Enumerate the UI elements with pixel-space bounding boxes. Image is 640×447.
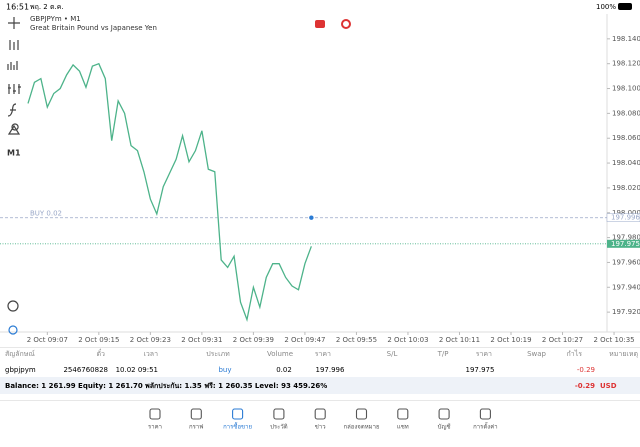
indicators-tool[interactable]	[8, 84, 21, 94]
column-header: S/L	[387, 350, 398, 358]
column-header: หมายเหตุ	[609, 350, 638, 358]
x-tick-label: 2 Oct 09:07	[27, 336, 68, 344]
y-tick-label: 198.040	[612, 159, 640, 167]
nav-label[interactable]: การซื้อขาย	[223, 421, 252, 431]
y-tick-label: 198.140	[612, 35, 640, 43]
nav-label[interactable]: การตั้งค่า	[473, 421, 497, 431]
column-header: ประเภท	[206, 350, 230, 358]
row-cell[interactable]: -0.29	[577, 366, 595, 374]
objects-tool[interactable]	[7, 123, 21, 135]
nav-icon[interactable]	[149, 408, 161, 420]
column-header: ราคา	[476, 350, 492, 358]
y-tick-label: 197.960	[612, 258, 640, 266]
nav-icon[interactable]	[232, 408, 244, 420]
column-header: T/P	[437, 350, 449, 358]
function-tool[interactable]	[7, 103, 17, 117]
row-cell[interactable]: 197.975	[466, 366, 495, 374]
date: พฤ. 2 ต.ค.	[30, 3, 64, 11]
trade-tool[interactable]	[8, 325, 18, 335]
y-tick-label: 198.000	[612, 209, 640, 217]
toolbar	[7, 17, 21, 335]
nav-label[interactable]: แชท	[397, 424, 409, 431]
nav-icon[interactable]	[397, 408, 409, 420]
nav-label[interactable]: ประวัติ	[270, 424, 288, 431]
row-cell[interactable]: 0.02	[276, 366, 292, 374]
divider	[0, 347, 640, 348]
x-tick-label: 2 Oct 10:35	[593, 336, 634, 344]
flag-icon[interactable]	[341, 19, 351, 29]
currency: USD	[600, 382, 617, 390]
clock: 16:51	[6, 3, 29, 12]
row-cell[interactable]: buy	[218, 366, 231, 374]
bars-tool[interactable]	[7, 61, 18, 70]
y-tick-label: 198.100	[612, 85, 640, 93]
y-tick-label: 198.060	[612, 134, 640, 142]
balance-text: Balance: 1 261.99 Equity: 1 261.70 พลักป…	[5, 382, 327, 390]
y-tick-label: 197.920	[612, 308, 640, 316]
column-header: เวลา	[143, 350, 158, 358]
nav-icon[interactable]	[355, 408, 368, 420]
battery-icon	[618, 3, 632, 10]
flag-icon[interactable]	[315, 20, 325, 28]
x-tick-label: 2 Oct 10:19	[490, 336, 531, 344]
y-tick-label: 198.020	[612, 184, 640, 192]
candles-tool[interactable]	[9, 40, 19, 50]
chart-subtitle: Great Britain Pound vs Japanese Yen	[30, 24, 157, 32]
nav-label[interactable]: กล่องจดหมาย	[343, 424, 379, 431]
row-cell[interactable]: 2546760828	[63, 366, 108, 374]
battery: 100%	[596, 3, 616, 11]
chart-title: GBPJPYm • M1	[30, 15, 81, 23]
nav-icon[interactable]	[314, 408, 326, 420]
order-marker	[309, 215, 314, 220]
column-header: สัญลักษณ์	[5, 350, 35, 358]
nav-label[interactable]: ราคา	[148, 424, 162, 431]
price-box	[607, 239, 640, 248]
crosshair-tool[interactable]	[8, 17, 20, 29]
timeframe[interactable]: M1	[7, 149, 21, 158]
nav-icon[interactable]	[190, 408, 202, 420]
y-tick-label: 197.940	[612, 283, 640, 291]
order-price: 197.996	[611, 214, 640, 222]
y-tick-label: 197.980	[612, 234, 640, 242]
balance-profit: -0.29	[575, 382, 595, 390]
price-line-series	[27, 62, 312, 322]
column-header: กำไร	[567, 349, 583, 358]
divider	[0, 400, 640, 401]
x-tick-label: 2 Oct 09:47	[284, 336, 325, 344]
row-cell[interactable]: 10.02 09:51	[116, 366, 158, 374]
nav-icon[interactable]	[273, 408, 285, 420]
column-header: Volume	[267, 350, 293, 358]
x-tick-label: 2 Oct 09:39	[233, 336, 274, 344]
column-header: ราคา	[315, 350, 331, 358]
x-tick-label: 2 Oct 10:27	[542, 336, 583, 344]
nav-label[interactable]: กราฟ	[189, 424, 203, 431]
order-label: BUY 0.02	[30, 210, 62, 218]
price-label: 197.975	[611, 240, 640, 248]
x-tick-label: 2 Oct 09:23	[130, 336, 171, 344]
nav-label[interactable]: ข่าว	[315, 424, 326, 431]
nav-label[interactable]: บัญชี	[438, 423, 451, 431]
balance-bar	[0, 377, 640, 394]
column-header: ตั๋ว	[97, 349, 106, 358]
zoom-tool[interactable]	[7, 300, 19, 312]
nav-icon[interactable]	[479, 408, 491, 420]
nav-icon[interactable]	[438, 408, 450, 420]
column-header: Swap	[527, 350, 546, 358]
x-tick-label: 2 Oct 09:31	[181, 336, 222, 344]
y-tick-label: 198.120	[612, 60, 640, 68]
x-tick-label: 2 Oct 09:55	[336, 336, 377, 344]
row-cell[interactable]: gbpjpym	[5, 366, 36, 374]
y-tick-label: 198.080	[612, 109, 640, 117]
x-tick-label: 2 Oct 10:03	[387, 336, 428, 344]
x-tick-label: 2 Oct 10:11	[439, 336, 480, 344]
x-tick-label: 2 Oct 09:15	[78, 336, 119, 344]
order-price-box	[606, 213, 640, 222]
row-cell[interactable]: 197.996	[316, 366, 345, 374]
